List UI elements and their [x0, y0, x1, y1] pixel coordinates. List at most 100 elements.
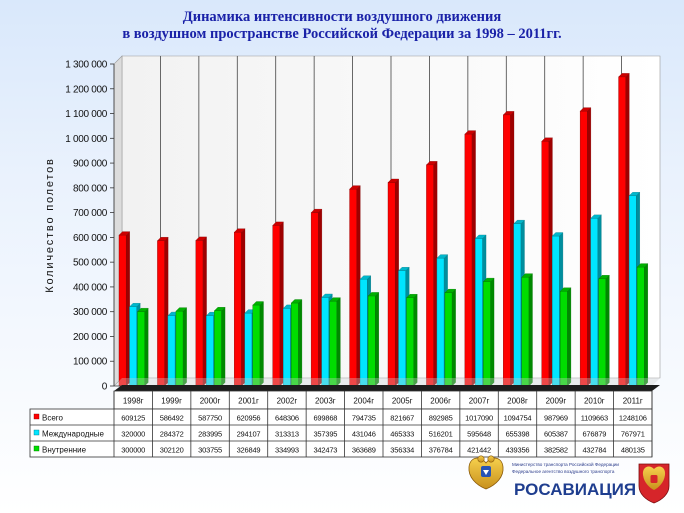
bar-side [164, 236, 169, 387]
bar-всего-2007г [464, 133, 473, 387]
bar-международные-2011г [628, 195, 637, 387]
bar-всего-2008г [503, 114, 511, 387]
bar-внутренние-2009г [560, 291, 568, 387]
data-label: 655398 [506, 430, 530, 439]
data-label: 382582 [544, 446, 568, 455]
y-tick-label: 1 100 000 [65, 109, 108, 120]
bar-top [636, 263, 649, 268]
data-label: 821667 [390, 414, 414, 423]
bar-международные-2006г [436, 257, 445, 387]
bar-всего-2011г [618, 76, 626, 387]
y-tick-label: 600 000 [73, 233, 108, 244]
y-tick-label: 1 000 000 [65, 134, 108, 145]
bar-side [356, 185, 361, 387]
data-label: 421442 [467, 446, 491, 455]
bar-top [129, 303, 141, 307]
data-label: 587750 [198, 414, 222, 423]
y-axis-label: Количество полетов [44, 157, 56, 292]
ministry-line2: Федеральное агентство воздушного транспо… [512, 469, 615, 474]
bar-top [387, 178, 400, 183]
bar-всего-1999г [157, 240, 165, 387]
data-label: 376784 [429, 446, 453, 455]
bar-side [433, 160, 438, 387]
bar-всего-2005г [387, 182, 396, 387]
data-label: 357395 [313, 430, 337, 439]
y-tick-label: 1 300 000 [65, 60, 108, 71]
data-label: 480135 [621, 446, 645, 455]
y-tick-label: 700 000 [73, 208, 108, 219]
bar-side [126, 231, 130, 387]
bar-top [444, 289, 456, 293]
bar-top [321, 293, 333, 298]
bar-внутренние-1999г [175, 310, 184, 387]
chart-title-line1: Динамика интенсивности воздушного движен… [182, 9, 502, 25]
y-tick-label: 300 000 [73, 307, 108, 318]
brand-name: РОСАВИАЦИЯ [514, 480, 636, 499]
bar-top [590, 214, 602, 219]
bar-top [436, 254, 448, 259]
bar-внутренние-1998г [137, 311, 145, 387]
data-label: 586492 [160, 414, 184, 423]
bar-side [451, 288, 456, 387]
bar-top [195, 236, 207, 241]
bar-всего-2006г [426, 164, 434, 387]
data-label: 320000 [121, 430, 145, 439]
bar-международные-2000г [206, 315, 214, 387]
x-tick-label: 2005г [392, 397, 413, 406]
data-label: 516201 [429, 430, 453, 439]
bar-внутренние-2002г [291, 302, 299, 387]
bar-top [426, 161, 438, 165]
bar-top [398, 267, 410, 271]
bar-внутренние-2006г [444, 292, 453, 387]
x-tick-label: 2007г [469, 397, 490, 406]
bar-внутренние-2004г [367, 295, 376, 387]
plot-floor [114, 378, 660, 386]
y-tick-label: 500 000 [73, 258, 108, 269]
bar-всего-2009г [541, 141, 550, 387]
x-tick-label: 2002г [277, 397, 298, 406]
bar-внутренние-2010г [598, 278, 607, 387]
ministry-emblem-icon [468, 455, 504, 490]
data-label: 284372 [160, 430, 184, 439]
bar-side [528, 273, 533, 387]
bar-международные-2004г [359, 279, 368, 387]
bar-всего-1998г [118, 234, 127, 387]
data-label: 1248106 [619, 414, 647, 423]
data-label: 439356 [506, 446, 530, 455]
bar-top [175, 307, 187, 312]
x-tick-label: 1998г [123, 397, 144, 406]
legend-swatch-всего [33, 413, 40, 420]
y-tick-label: 200 000 [73, 332, 108, 343]
bar-внутренние-2007г [483, 281, 491, 387]
bar-top [618, 73, 630, 78]
bar-top [272, 221, 284, 226]
x-tick-label: 2000г [200, 397, 221, 406]
legend-swatch-внутренние [33, 445, 40, 452]
bar-внутренние-2008г [521, 276, 530, 387]
bar-side [279, 221, 284, 387]
bar-международные-2009г [552, 235, 560, 387]
bar-международные-2008г [513, 223, 522, 387]
bar-международные-2010г [590, 218, 599, 387]
bar-side [375, 292, 379, 387]
data-label: 342473 [313, 446, 337, 455]
bar-side [395, 178, 399, 387]
bar-внутренние-2003г [329, 300, 338, 387]
data-label: 609125 [121, 414, 145, 423]
bar-side [144, 307, 149, 387]
data-label: 363689 [352, 446, 376, 455]
bar-всего-2000г [195, 240, 204, 387]
bar-top [541, 137, 553, 142]
y-tick-label: 900 000 [73, 159, 108, 170]
bar-международные-1999г [167, 315, 176, 387]
bar-side [490, 277, 495, 387]
x-tick-label: 2008г [507, 397, 528, 406]
bar-всего-2001г [234, 231, 242, 387]
bar-side [625, 72, 630, 387]
bar-внутренние-2005г [406, 297, 414, 387]
y-tick-label: 400 000 [73, 282, 108, 293]
legend-label: Международные [42, 430, 105, 439]
chart-title-line2: в воздушном пространстве Российской Феде… [122, 26, 562, 42]
data-label: 595648 [467, 430, 491, 439]
